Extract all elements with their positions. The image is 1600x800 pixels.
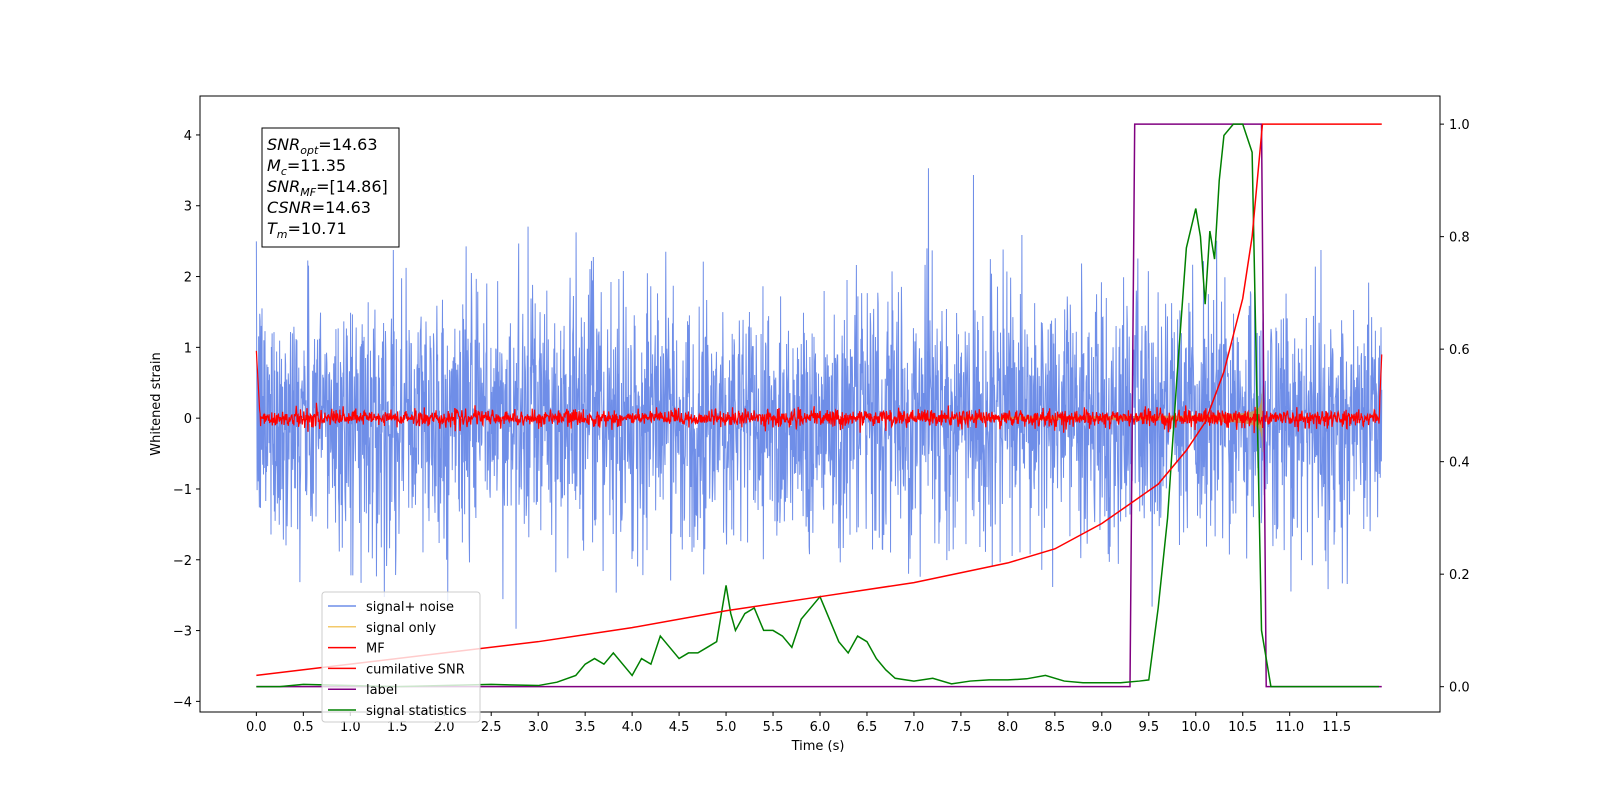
x-tick-label: 9.0 (1091, 720, 1112, 735)
y2-tick-label: 0.4 (1449, 456, 1470, 471)
x-tick-label: 5.5 (763, 720, 784, 735)
y-axis-label: Whitened strain (149, 352, 164, 455)
info-box-frame (261, 127, 400, 248)
x-tick-label: 4.5 (669, 720, 690, 735)
y-axis-left: 4 3 2 1 0 −1 −2 −3 −4 (173, 129, 200, 710)
legend-label: cumilative SNR (366, 662, 465, 677)
x-axis: 0.0 0.5 1.0 1.5 2.0 2.5 3.0 3.5 4.0 4.5 5.0 5.5 6.0 6… (246, 712, 1351, 735)
y-tick-label: −3 (173, 625, 192, 640)
x-axis-label: Time (s) (791, 739, 845, 754)
info-box-line: SNRopt=14.63 (267, 135, 378, 157)
info-box-line: Tm=10.71 (267, 219, 347, 241)
legend-label: label (366, 683, 397, 698)
y-tick-label: 4 (184, 129, 192, 144)
x-tick-label: 3.5 (575, 720, 596, 735)
x-tick-label: 5.0 (716, 720, 737, 735)
info-box-line: SNRMF=[14.86] (267, 177, 388, 199)
y-axis-right: 1.0 0.8 0.6 0.4 0.2 0.0 (1440, 118, 1470, 696)
y2-tick-label: 0.0 (1449, 681, 1470, 696)
x-tick-label: 1.5 (387, 720, 408, 735)
x-tick-label: 7.5 (951, 720, 972, 735)
info-box: SNRopt=14.63Mc=11.35SNRMF=[14.86]CSNR=14… (261, 127, 400, 248)
legend-label: signal+ noise (366, 600, 454, 615)
y-tick-label: 0 (184, 412, 192, 427)
plot-area (255, 123, 1383, 688)
x-tick-label: 9.5 (1138, 720, 1159, 735)
x-tick-label: 8.0 (998, 720, 1019, 735)
y-tick-label: 1 (184, 341, 192, 356)
x-tick-label: 0.0 (246, 720, 267, 735)
y2-tick-label: 1.0 (1449, 118, 1470, 133)
x-tick-label: 11.0 (1275, 720, 1304, 735)
legend-label: signal statistics (366, 704, 467, 719)
x-tick-label: 4.0 (622, 720, 643, 735)
y2-tick-label: 0.2 (1449, 568, 1470, 583)
series-cumilative-snr-line (256, 123, 1382, 677)
y-tick-label: −4 (173, 695, 192, 710)
x-tick-label: 2.0 (434, 720, 455, 735)
x-tick-label: 7.0 (904, 720, 925, 735)
y2-tick-label: 0.6 (1449, 343, 1470, 358)
series-signal-noise-line (255, 168, 1383, 629)
info-box-line: CSNR=14.63 (267, 198, 371, 217)
legend-label: MF (366, 642, 385, 657)
x-tick-label: 2.5 (481, 720, 502, 735)
y-tick-label: 2 (184, 271, 192, 286)
x-tick-label: 10.5 (1228, 720, 1257, 735)
series-mf-line (255, 350, 1383, 434)
x-tick-label: 8.5 (1045, 720, 1066, 735)
x-tick-label: 1.0 (340, 720, 361, 735)
x-tick-label: 11.5 (1322, 720, 1351, 735)
x-tick-label: 3.0 (528, 720, 549, 735)
y2-tick-label: 0.8 (1449, 231, 1470, 246)
x-tick-label: 6.0 (810, 720, 831, 735)
y-tick-label: −2 (173, 554, 192, 569)
legend-frame (321, 591, 481, 723)
series-signal-statistics-line (256, 123, 1379, 688)
info-box-line: Mc=11.35 (267, 156, 346, 178)
legend-label: signal only (366, 621, 436, 636)
x-tick-label: 10.0 (1181, 720, 1210, 735)
x-tick-label: 0.5 (293, 720, 314, 735)
y-tick-label: −1 (173, 483, 192, 498)
y-tick-label: 3 (184, 200, 192, 215)
legend: signal+ noise signal only MF cumilative SNR… (321, 591, 481, 723)
x-tick-label: 6.5 (857, 720, 878, 735)
